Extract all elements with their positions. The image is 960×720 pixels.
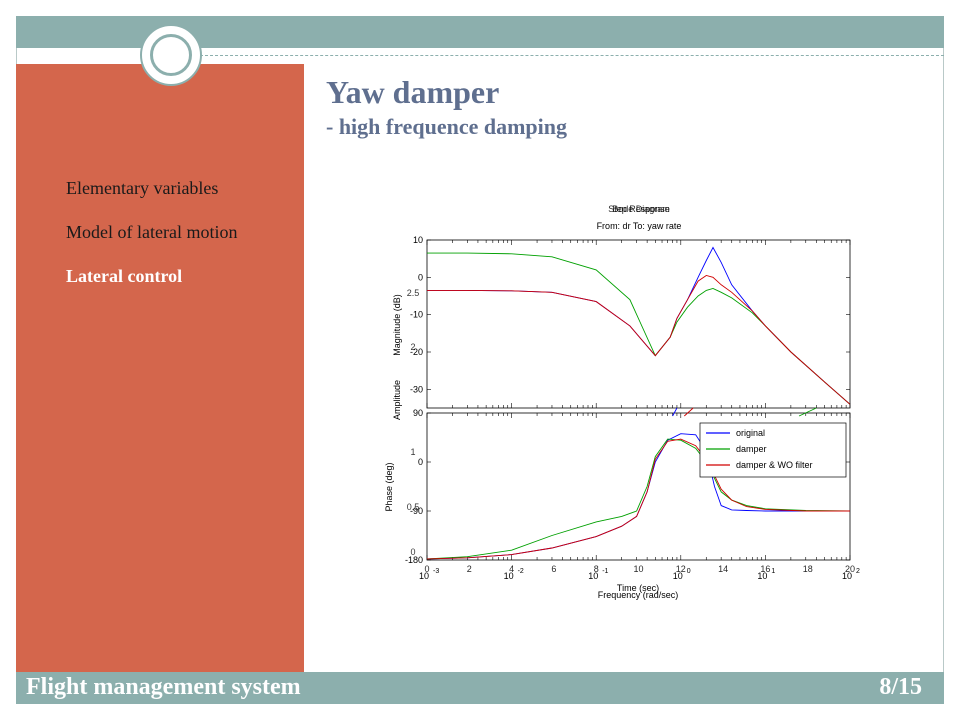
slide-title: Yaw damper xyxy=(326,74,500,110)
phase-step-tick-label: 1 xyxy=(410,447,415,457)
sidebar-item-elementary-variables[interactable]: Elementary variables xyxy=(66,178,219,198)
time-tick-label: 18 xyxy=(803,564,813,574)
circle-logo-inner xyxy=(150,34,192,76)
step-fragment-line xyxy=(684,407,694,417)
time-tick-label: 8 xyxy=(594,564,599,574)
magnitude-step-tick-label: 2.5 xyxy=(407,288,420,298)
step-fragment-line xyxy=(672,407,678,417)
phase-step-tick-label: 0 xyxy=(410,547,415,557)
sidebar: Elementary variables Model of lateral mo… xyxy=(16,64,304,672)
circle-logo-icon xyxy=(140,24,202,86)
slide-subtitle: - high frequence damping xyxy=(326,114,568,139)
phase-y-tick-label: 0 xyxy=(418,457,423,467)
phase-step-tick-label: 0.5 xyxy=(407,502,420,512)
magnitude-series-line xyxy=(427,275,851,405)
sidebar-nav: Elementary variables Model of lateral mo… xyxy=(66,176,237,308)
time-tick-label: 20 xyxy=(845,564,855,574)
phase-y-tick-label: 90 xyxy=(413,408,423,418)
time-tick-label: 4 xyxy=(509,564,514,574)
legend-entry: original xyxy=(736,428,765,438)
time-tick-label: 2 xyxy=(467,564,472,574)
sidebar-item-lateral-control[interactable]: Lateral control xyxy=(66,266,183,286)
page-number: 8/15 xyxy=(879,674,922,700)
frequency-xlabel: Frequency (rad/sec) xyxy=(598,590,679,600)
x-decade-label: 10 xyxy=(419,571,429,581)
magnitude-frame xyxy=(426,239,851,409)
x-decade-exponent: -2 xyxy=(518,568,524,575)
plot-text: Step Response Bode Diagram From: dr To: … xyxy=(384,204,681,600)
time-tick-label: 12 xyxy=(676,564,686,574)
magnitude-y-tick-label: 10 xyxy=(413,235,423,245)
magnitude-y-tick-label: -10 xyxy=(410,310,423,320)
magnitude-panel: 10 0 -10 -20 -30 2.5 2 xyxy=(407,235,851,409)
x-decade-exponent: -3 xyxy=(433,568,439,575)
magnitude-y-tick-label: -30 xyxy=(410,384,423,394)
x-decade-label: 10 xyxy=(673,571,683,581)
time-tick-label: 6 xyxy=(551,564,556,574)
time-tick-label: 10 xyxy=(633,564,643,574)
x-decade-exponent: 1 xyxy=(771,568,775,575)
x-decade-label: 10 xyxy=(842,571,852,581)
step-fragment-line xyxy=(798,407,817,417)
magnitude-step-tick-label: 2 xyxy=(410,342,415,352)
x-decade-exponent: -1 xyxy=(602,568,608,575)
footer-bar: Flight management system 8/15 xyxy=(16,672,944,704)
sidebar-item-model-of-lateral-motion[interactable]: Model of lateral motion xyxy=(66,222,238,242)
time-tick-label: 16 xyxy=(760,564,770,574)
x-decade-exponent: 0 xyxy=(687,568,691,575)
plot-title-bode: Bode Diagram xyxy=(612,204,670,214)
magnitude-ylabel: Magnitude (dB) xyxy=(392,294,402,356)
x-decade-label: 10 xyxy=(504,571,514,581)
legend-entry: damper xyxy=(736,444,767,454)
phase-ylabel: Phase (deg) xyxy=(384,462,394,511)
magnitude-y-tick-label: -20 xyxy=(410,347,423,357)
x-decade-label: 10 xyxy=(757,571,767,581)
time-tick-label: 14 xyxy=(718,564,728,574)
amplitude-ylabel: Amplitude xyxy=(392,380,402,420)
magnitude-y-tick-label: 0 xyxy=(418,272,423,282)
plot-subtitle: From: dr To: yaw rate xyxy=(597,221,682,231)
x-decade-label: 10 xyxy=(588,571,598,581)
time-xlabel: Time (sec) xyxy=(617,583,659,593)
legend-entry: damper & WO filter xyxy=(736,460,813,470)
dashed-divider xyxy=(200,55,944,56)
x-decade-exponent: 2 xyxy=(856,568,860,575)
phase-series-line xyxy=(426,438,850,560)
phase-y-tick-label: -180 xyxy=(405,555,423,565)
plot-title-step: Step Response xyxy=(608,204,670,214)
footer-title: Flight management system xyxy=(26,674,301,700)
time-tick-label: 0 xyxy=(424,564,429,574)
legend-box xyxy=(699,422,847,478)
phase-y-tick-label: -90 xyxy=(410,506,423,516)
phase-series-line xyxy=(426,438,851,560)
